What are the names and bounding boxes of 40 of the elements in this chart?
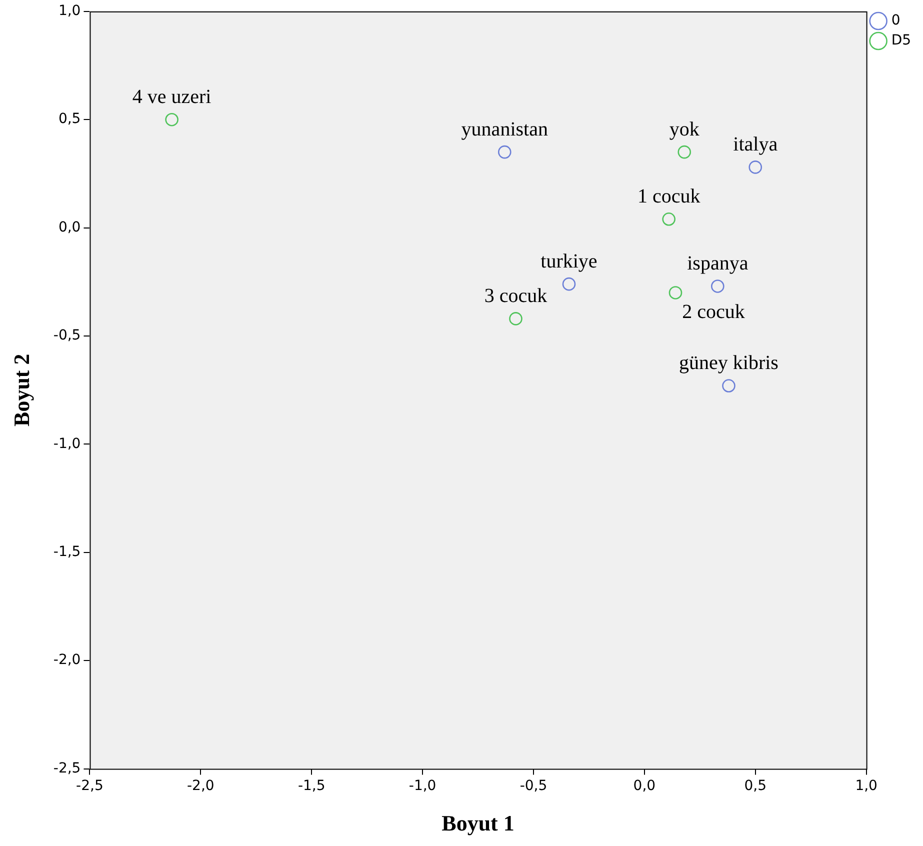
point <box>668 286 682 300</box>
y-tick-label: 0,0 <box>58 219 81 236</box>
point <box>722 379 736 392</box>
x-tick-label: -2,0 <box>186 778 214 794</box>
annotation: ispanya <box>687 252 748 274</box>
x-tick-label: -1,0 <box>408 778 436 794</box>
point <box>509 312 522 326</box>
annotation: italya <box>733 133 778 156</box>
y-tick-label: -1,0 <box>53 436 81 452</box>
x-tick-label: 0,5 <box>744 778 767 794</box>
x-axis-title: Boyut 1 <box>442 810 514 836</box>
point <box>678 145 692 159</box>
x-tick-label: 0,0 <box>633 778 656 794</box>
y-tick-label: -2,5 <box>53 760 81 776</box>
point <box>562 277 576 291</box>
y-tick-label: -0,5 <box>53 328 81 344</box>
legend-label: 0 <box>891 12 900 29</box>
x-tick-label: -1,5 <box>298 778 326 794</box>
annotation: yok <box>669 118 700 140</box>
annotation: turkiye <box>540 250 598 272</box>
point <box>662 212 676 226</box>
annotation: yunanistan <box>461 118 548 140</box>
y-tick-label: -1,5 <box>53 544 81 560</box>
point <box>498 145 512 159</box>
annotation: 4 ve uzeri <box>132 86 212 108</box>
annotation: güney kibris <box>679 352 779 374</box>
point <box>165 112 178 126</box>
point <box>748 160 762 174</box>
x-tick-label: -2,5 <box>76 778 104 794</box>
y-axis-title: Boyut 2 <box>8 354 34 426</box>
annotation: 1 cocuk <box>637 185 700 208</box>
y-tick-label: 0,5 <box>58 111 81 128</box>
legend-label: D5 <box>891 32 911 49</box>
annotation: 2 cocuk <box>682 300 745 323</box>
y-tick-label: -2,0 <box>53 652 81 668</box>
x-tick-label: 1,0 <box>855 778 878 794</box>
annotation: 3 cocuk <box>484 284 548 307</box>
point <box>711 280 724 293</box>
x-tick-label: -0,5 <box>520 778 548 794</box>
y-tick-label: 1,0 <box>58 3 81 20</box>
